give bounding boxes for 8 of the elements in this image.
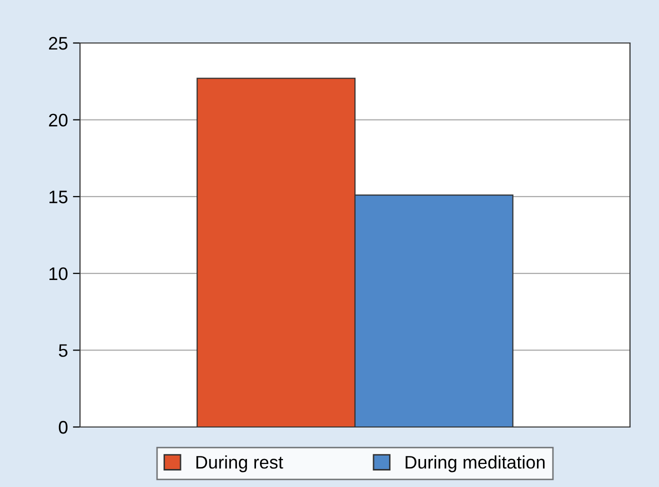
y-tick-label: 10	[49, 267, 68, 280]
y-tick-label: 15	[49, 190, 68, 204]
y-tick-label: 0	[58, 420, 68, 434]
legend-label: During meditation	[406, 455, 545, 472]
y-tick-label: 5	[58, 344, 68, 357]
legend-label: During rest	[196, 455, 284, 472]
y-tick-label: 25	[49, 36, 68, 50]
y-tick-label: 20	[49, 114, 68, 127]
